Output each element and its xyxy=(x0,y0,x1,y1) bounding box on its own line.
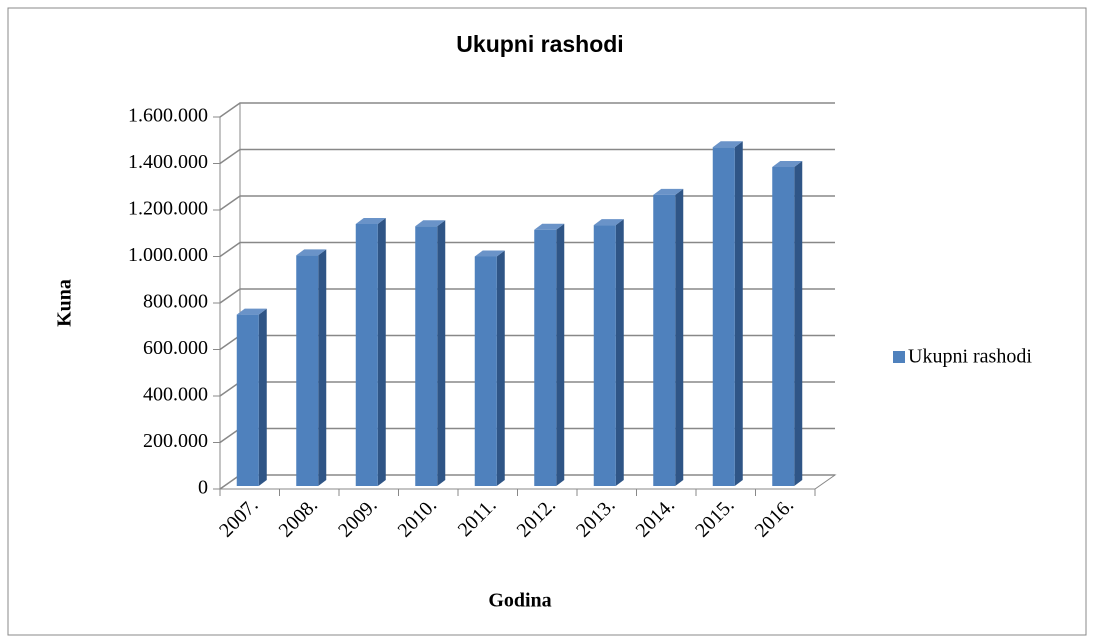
bar-side xyxy=(318,249,327,486)
bar-top xyxy=(355,217,386,224)
bar-side xyxy=(496,250,505,486)
legend-label: Ukupni rashodi xyxy=(908,346,1032,368)
bar xyxy=(712,141,743,486)
bar-front xyxy=(296,255,319,486)
y-tick-label: 1.000.000 xyxy=(128,244,208,266)
bar-side xyxy=(377,217,386,486)
grid-line xyxy=(219,102,835,118)
bar-top xyxy=(593,219,624,226)
bar xyxy=(653,188,684,486)
bar xyxy=(236,308,267,486)
bar xyxy=(415,220,446,486)
bar-front xyxy=(415,226,438,486)
bar-top xyxy=(236,308,267,315)
bar-top xyxy=(415,220,446,227)
bar-side xyxy=(556,223,565,486)
y-tick-label: 0 xyxy=(198,477,208,499)
bar-front xyxy=(653,194,676,486)
bar-side xyxy=(437,220,446,486)
y-tick-label: 1.400.000 xyxy=(128,151,208,173)
chart-title: Ukupni rashodi xyxy=(456,31,623,57)
bar-top xyxy=(772,160,803,167)
bar-front xyxy=(534,229,557,486)
bar-front xyxy=(355,223,378,486)
bar-side xyxy=(615,219,624,487)
bar-top xyxy=(296,249,327,256)
bar-side xyxy=(675,188,684,486)
bar xyxy=(355,217,386,486)
grid-line xyxy=(219,241,835,258)
bar xyxy=(534,223,565,486)
legend-swatch xyxy=(893,351,905,363)
y-tick-label: 800.000 xyxy=(143,291,208,313)
bar-front xyxy=(593,225,616,487)
y-axis-label: Kuna xyxy=(54,279,76,327)
bar-front xyxy=(712,147,735,486)
bar-top xyxy=(474,250,505,257)
bar xyxy=(296,249,327,486)
y-tick-label: 600.000 xyxy=(143,337,208,359)
bar xyxy=(593,219,624,487)
bar xyxy=(772,160,803,487)
bar-top xyxy=(712,141,743,148)
y-tick-label: 1.600.000 xyxy=(128,105,208,127)
bar-side xyxy=(794,160,803,487)
y-tick-label: 400.000 xyxy=(143,384,208,406)
bar xyxy=(474,250,505,486)
grid-line xyxy=(219,288,835,304)
bar-top xyxy=(534,223,565,230)
y-tick-label: 1.200.000 xyxy=(128,198,208,220)
bar-front xyxy=(474,256,497,486)
x-axis-label: Godina xyxy=(488,590,551,612)
bar-top xyxy=(653,188,684,195)
grid-line xyxy=(219,195,835,211)
y-tick-label: 200.000 xyxy=(143,430,208,452)
bar-side xyxy=(734,141,743,486)
bar-side xyxy=(258,308,267,486)
grid-line xyxy=(219,148,835,165)
bar-front xyxy=(772,166,795,487)
bar-front xyxy=(236,314,259,486)
